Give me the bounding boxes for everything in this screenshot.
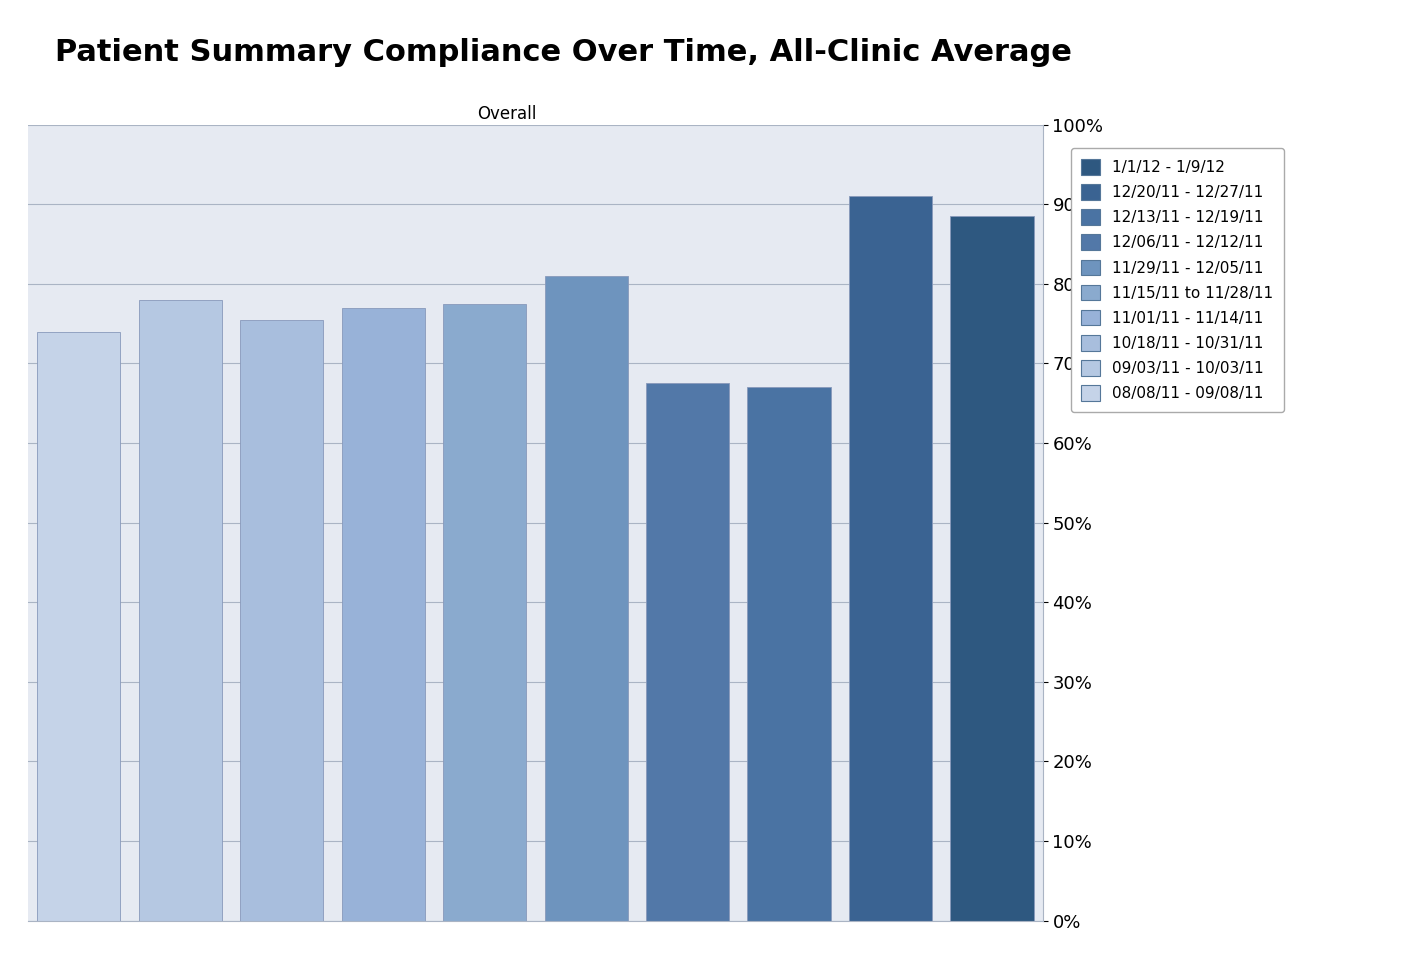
Text: Patient Summary Compliance Over Time, All-Clinic Average: Patient Summary Compliance Over Time, Al… bbox=[55, 38, 1072, 67]
Bar bbox=[848, 197, 933, 921]
Text: Overall: Overall bbox=[478, 105, 537, 124]
Bar bbox=[747, 387, 831, 921]
Bar bbox=[37, 332, 121, 921]
Legend: 1/1/12 - 1/9/12, 12/20/11 - 12/27/11, 12/13/11 - 12/19/11, 12/06/11 - 12/12/11, : 1/1/12 - 1/9/12, 12/20/11 - 12/27/11, 12… bbox=[1071, 149, 1284, 412]
Bar bbox=[950, 216, 1034, 921]
Bar bbox=[645, 384, 730, 921]
Bar bbox=[544, 276, 628, 921]
Bar bbox=[442, 304, 527, 921]
Bar bbox=[240, 319, 324, 921]
Bar bbox=[341, 308, 426, 921]
Bar bbox=[138, 300, 223, 921]
